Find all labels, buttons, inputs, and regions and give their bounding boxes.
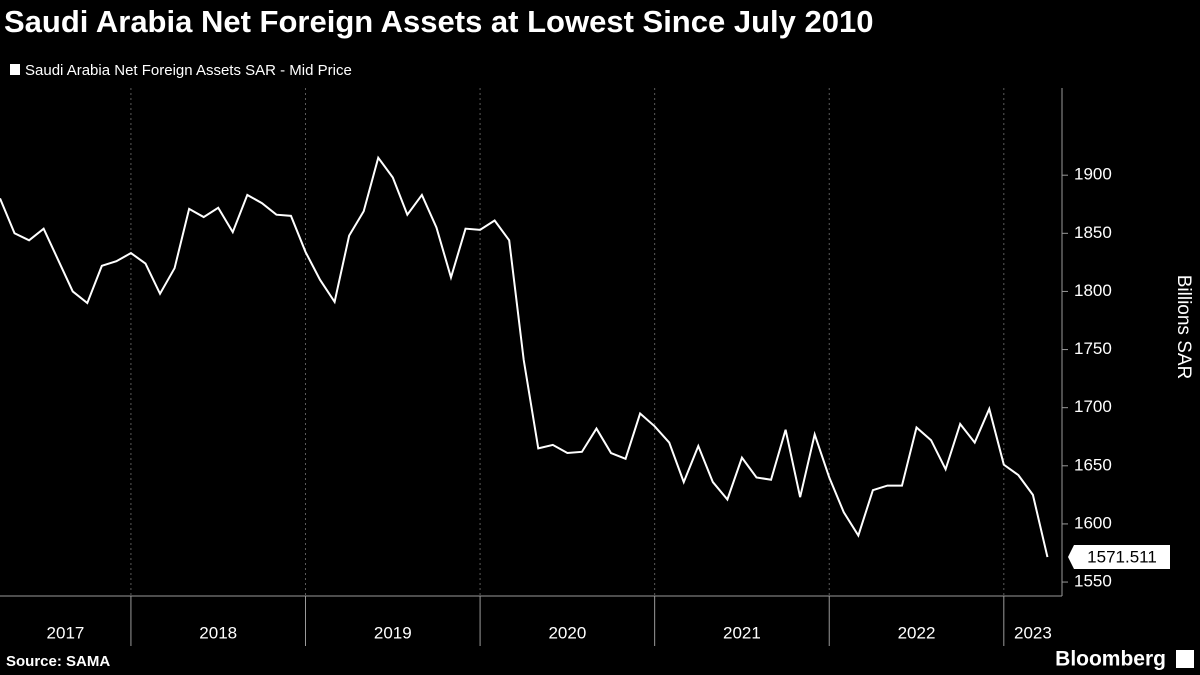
y-tick-label: 1800 xyxy=(1074,281,1112,300)
x-tick-label: 2019 xyxy=(374,623,412,642)
x-tick-label: 2018 xyxy=(199,623,237,642)
y-tick-label: 1700 xyxy=(1074,397,1112,416)
y-tick-label: 1850 xyxy=(1074,223,1112,242)
x-tick-label: 2020 xyxy=(548,623,586,642)
brand: Bloomberg xyxy=(1055,648,1166,671)
line xyxy=(0,155,1049,558)
y-tick-label: 1650 xyxy=(1074,455,1112,474)
legend-label: Saudi Arabia Net Foreign Assets SAR - Mi… xyxy=(25,62,352,79)
x-tick-label: 2022 xyxy=(898,623,936,642)
y-tick-label: 1550 xyxy=(1074,572,1112,591)
x-tick-label: 2017 xyxy=(47,623,85,642)
y-tick-label: 1750 xyxy=(1074,339,1112,358)
brand-icon xyxy=(1176,650,1194,668)
last-value-label: 1571.511 xyxy=(1087,548,1157,567)
y-axis-label: Billions SAR xyxy=(1173,275,1194,380)
legend-swatch xyxy=(10,64,20,75)
last-value-box xyxy=(1068,545,1170,570)
chart-title: Saudi Arabia Net Foreign Assets at Lowes… xyxy=(4,4,873,39)
x-tick-label: 2021 xyxy=(723,623,761,642)
y-tick-label: 1900 xyxy=(1074,165,1112,184)
y-tick-label: 1600 xyxy=(1074,513,1112,532)
x-tick-label: 2023 xyxy=(1014,623,1052,642)
source: Source: SAMA xyxy=(6,653,110,670)
